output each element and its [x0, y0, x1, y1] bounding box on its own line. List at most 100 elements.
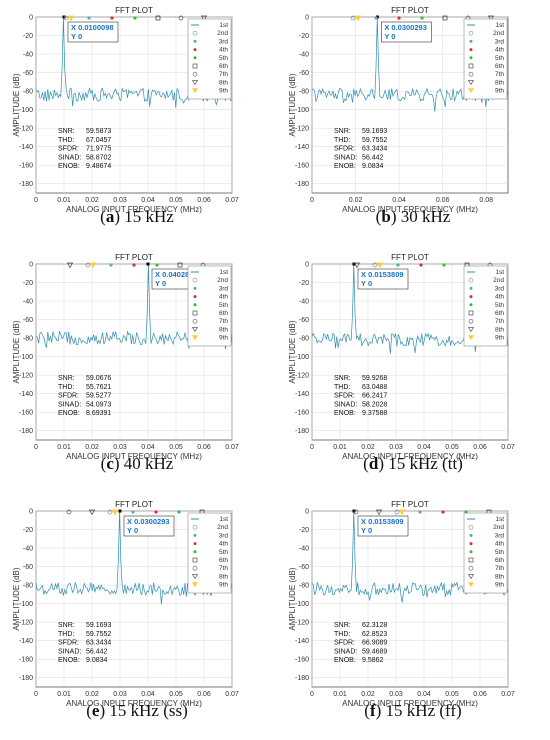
legend-swatch — [469, 56, 473, 60]
legend-entry-3rd: 3rd — [219, 38, 229, 45]
legend-entry-7th: 7th — [219, 565, 228, 572]
x-tick-label: 0.01 — [57, 444, 71, 451]
y-tick-label: -100 — [19, 601, 33, 608]
datatip-x: X 0.0402832 — [155, 270, 198, 279]
x-tick-label: 0.02 — [361, 444, 375, 451]
legend-entry-3rd: 3rd — [495, 38, 505, 45]
y-tick-label: -160 — [295, 163, 309, 170]
y-tick-label: -160 — [19, 163, 33, 170]
x-tick-label: 0.03 — [113, 691, 127, 698]
legend-entry-9th: 9th — [219, 582, 228, 589]
legend-entry-9th: 9th — [219, 335, 228, 342]
stat-label: SFDR: — [334, 640, 355, 647]
y-tick-label: -60 — [23, 70, 33, 77]
fft-panel-d: FFT PLOT 0 -20 -40 -60 -80 -100 -120 -140 -160 -18… — [288, 253, 515, 473]
peak-marker — [352, 262, 356, 266]
y-tick-label: -80 — [23, 582, 33, 589]
harmonic-marker — [155, 15, 161, 21]
y-tick-label: -40 — [23, 298, 33, 305]
legend-entry-8th: 8th — [495, 573, 504, 580]
x-tick-label: 0.04 — [141, 444, 155, 451]
legend-swatch — [467, 80, 475, 85]
stat-value: 56.442 — [362, 154, 384, 161]
stat-label: SNR: — [334, 375, 351, 382]
stat-value: 9.37588 — [362, 410, 387, 417]
stat-label: ENOB: — [334, 657, 356, 664]
stat-value: 59.9268 — [362, 375, 387, 382]
caption-paren-open: ( — [100, 207, 106, 226]
datatip-box — [381, 21, 432, 43]
legend-entry-1st: 1st — [219, 516, 228, 523]
legend-entry-6th: 6th — [495, 63, 504, 70]
harmonic-marker — [154, 510, 158, 514]
stat-label: THD: — [58, 631, 74, 638]
legend-entry-2nd: 2nd — [493, 30, 504, 37]
caption-text: 15 kHz (tt) — [384, 454, 463, 473]
stat-label: ENOB: — [58, 657, 80, 664]
y-tick-label: 0 — [305, 261, 309, 268]
stat-label: THD: — [58, 384, 74, 391]
harmonic-marker — [132, 263, 136, 267]
harmonic-marker — [131, 510, 135, 514]
stat-value: 9.5862 — [362, 657, 384, 664]
y-tick-label: -120 — [19, 372, 33, 379]
caption-letter: b — [381, 207, 390, 226]
harmonic-marker — [419, 263, 423, 267]
x-tick-label: 0.08 — [479, 197, 493, 204]
harmonic-marker — [442, 263, 446, 267]
harmonic-marker — [398, 509, 406, 516]
y-tick-label: -140 — [295, 144, 309, 151]
y-tick-label: -20 — [23, 33, 33, 40]
caption-paren-close: ) — [114, 454, 120, 473]
fft-panel-e: FFT PLOT 0 -20 -40 -60 -80 -100 -120 -140 -160 -18… — [12, 500, 239, 720]
legend-swatch — [469, 48, 473, 52]
y-tick-label: -20 — [299, 33, 309, 40]
x-tick-label: 0.05 — [169, 691, 183, 698]
x-tick-label: 0.05 — [445, 691, 459, 698]
y-tick-label: -20 — [23, 527, 33, 534]
y-tick-label: -100 — [19, 107, 33, 114]
caption-paren-close: ) — [378, 454, 384, 473]
x-tick-label: 0.04 — [141, 691, 155, 698]
stat-label: SINAD: — [334, 154, 357, 161]
legend-entry-1st: 1st — [219, 22, 228, 29]
x-tick-label: 0.06 — [436, 197, 450, 204]
panel-caption: (e) 15 kHz (ss) — [86, 701, 188, 720]
stat-value: 63.3434 — [362, 146, 387, 153]
y-tick-label: -40 — [23, 545, 33, 552]
x-tick-label: 0.03 — [113, 444, 127, 451]
legend-entry-9th: 9th — [495, 88, 504, 95]
stat-value: 66.9089 — [362, 640, 387, 647]
y-tick-label: -60 — [23, 564, 33, 571]
y-tick-label: 0 — [29, 508, 33, 515]
panel-caption: (a) 15 kHz — [100, 207, 174, 226]
harmonic-marker — [66, 262, 74, 269]
legend-swatch — [192, 71, 198, 77]
harmonic-marker — [111, 509, 119, 516]
stat-value: 8.69391 — [86, 410, 111, 417]
legend-swatch — [192, 557, 198, 563]
x-tick-label: 0 — [310, 444, 314, 451]
datatip-y: Y 0 — [384, 32, 395, 41]
x-axis-label: ANALOG INPUT FREQUENCY (MHz) — [342, 452, 478, 461]
panel-caption: (d) 15 kHz (tt) — [363, 454, 463, 473]
caption-text: 15 kHz (ss) — [105, 701, 188, 720]
legend-entry-6th: 6th — [495, 557, 504, 564]
stat-value: 59.0676 — [86, 375, 111, 382]
chart-title: FFT PLOT — [115, 6, 153, 15]
stat-label: SNR: — [334, 622, 351, 629]
y-tick-label: -80 — [299, 88, 309, 95]
legend-swatch — [192, 565, 198, 571]
stat-value: 63.0488 — [362, 384, 387, 391]
y-tick-label: -80 — [23, 335, 33, 342]
peak-marker — [146, 262, 150, 266]
stat-value: 59.1693 — [86, 622, 111, 629]
harmonic-marker — [109, 263, 113, 267]
x-tick-label: 0 — [34, 444, 38, 451]
x-tick-label: 0.06 — [197, 691, 211, 698]
caption-text: 40 kHz — [120, 454, 174, 473]
stat-label: ENOB: — [58, 163, 80, 170]
legend-entry-2nd: 2nd — [493, 524, 504, 531]
datatip-box — [67, 21, 119, 43]
legend-entry-7th: 7th — [495, 71, 504, 78]
